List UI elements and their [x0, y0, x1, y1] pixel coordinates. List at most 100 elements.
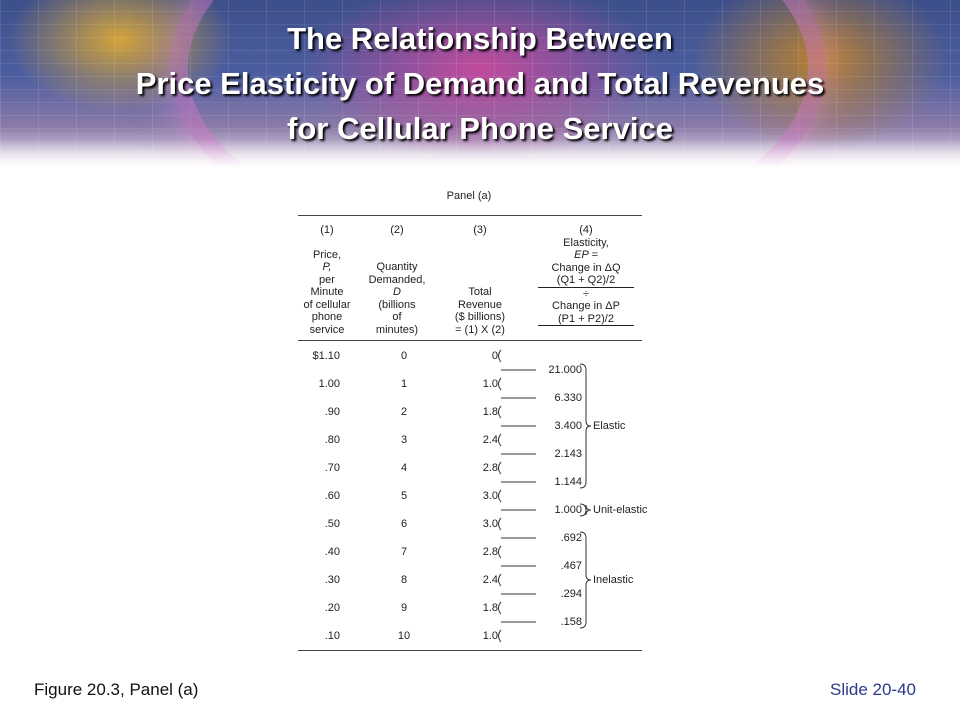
panel-label: Panel (a): [446, 190, 492, 202]
group-brace: [579, 363, 592, 489]
header-line: Price,: [312, 248, 342, 261]
cell-elasticity: 2.143: [554, 448, 582, 460]
cell-quantity: 8: [400, 574, 408, 586]
table-bottom-rule: [298, 650, 642, 651]
header-line: of: [392, 311, 402, 323]
group-brace: [579, 503, 592, 517]
header-line: per: [319, 273, 335, 286]
header-line: P,: [322, 261, 332, 273]
column-header-price: (1) Price, P, per Minute of cellular pho…: [296, 224, 358, 336]
cell-elasticity: 6.330: [554, 392, 582, 404]
formula-denominator-bottom: (P1 + P2)/2: [538, 313, 634, 326]
header-line: service: [309, 323, 345, 336]
column-header-revenue: (3) Total Revenue ($ billions) = (1) X (…: [454, 224, 506, 336]
cell-revenue: 3.0: [482, 518, 498, 530]
formula-numerator-top: Change in ΔQ: [551, 261, 621, 274]
cell-price: .70: [324, 462, 340, 474]
cell-quantity: 4: [400, 462, 408, 474]
cell-revenue: 2.8: [482, 462, 498, 474]
header-line: phone: [311, 311, 343, 323]
cell-revenue: 2.8: [482, 546, 498, 558]
cell-price: 1.00: [318, 378, 340, 390]
cell-elasticity: 1.144: [554, 476, 582, 488]
title-banner: [0, 0, 960, 168]
cell-revenue: 0: [491, 350, 498, 362]
header-line: Total: [468, 286, 492, 298]
cell-elasticity: .158: [560, 616, 582, 628]
cell-revenue: 1.0: [482, 630, 498, 642]
formula-denominator-top: Change in ΔP: [552, 300, 620, 312]
title-line-1: The Relationship Between: [287, 21, 673, 56]
column-number: (2): [390, 224, 404, 236]
group-label: Unit-elastic: [593, 504, 648, 516]
column-number: (1): [320, 224, 334, 236]
header-line: Quantity: [376, 261, 418, 273]
cell-quantity: 2: [400, 406, 408, 418]
cell-price: $1.10: [312, 350, 340, 362]
cell-elasticity: 1.000: [554, 504, 582, 516]
header-line: minutes): [375, 323, 419, 336]
row-brace: [498, 489, 502, 503]
cell-price: .20: [324, 602, 340, 614]
banner-fade: [0, 140, 960, 168]
cell-quantity: 9: [400, 602, 408, 614]
cell-price: .30: [324, 574, 340, 586]
cell-quantity: 7: [400, 546, 408, 558]
cell-price: .50: [324, 518, 340, 530]
slide-number: Slide 20-40: [829, 680, 916, 699]
slide-title: The Relationship Between Price Elasticit…: [0, 16, 960, 151]
header-line: of cellular: [303, 298, 351, 311]
header-line: Revenue: [457, 298, 503, 311]
header-line: = (1) X (2): [455, 323, 505, 336]
group-brace: [579, 531, 592, 629]
column-number: (4): [579, 224, 593, 236]
row-brace: [498, 405, 502, 419]
cell-revenue: 1.8: [482, 406, 498, 418]
formula-numerator-bottom: (Q1 + Q2)/2: [538, 274, 634, 288]
row-brace: [498, 601, 502, 615]
title-line-2: Price Elasticity of Demand and Total Rev…: [135, 66, 825, 101]
cell-elasticity: .467: [560, 560, 582, 572]
header-line: Minute: [310, 286, 344, 298]
formula-divide-sign: ÷: [582, 287, 590, 300]
cell-price: .40: [324, 546, 340, 558]
cell-revenue: 1.0: [482, 378, 498, 390]
cell-price: .10: [324, 630, 340, 642]
group-label: Inelastic: [593, 574, 634, 586]
cell-quantity: 5: [400, 490, 408, 502]
cell-elasticity: .692: [560, 532, 582, 544]
row-brace: [498, 517, 502, 531]
header-line: (billions: [378, 298, 416, 311]
row-brace: [498, 461, 502, 475]
header-line: ($ billions): [454, 311, 506, 323]
cell-price: .90: [324, 406, 340, 418]
cell-quantity: 1: [400, 378, 408, 390]
cell-elasticity: .294: [560, 588, 582, 600]
header-line: Elasticity,: [563, 236, 609, 249]
column-header-quantity: (2) Quantity Demanded, D (billions of mi…: [366, 224, 428, 336]
header-line: D: [393, 286, 401, 298]
cell-price: .60: [324, 490, 340, 502]
column-header-elasticity: (4) Elasticity, EP = Change in ΔQ (Q1 + …: [532, 224, 640, 336]
cell-revenue: 3.0: [482, 490, 498, 502]
figure-caption: Figure 20.3, Panel (a): [34, 680, 199, 699]
cell-quantity: 10: [397, 630, 411, 642]
header-bottom-rule: [298, 340, 642, 341]
bracket-lines: [498, 349, 592, 643]
group-label: Elastic: [593, 420, 626, 432]
row-brace: [498, 629, 502, 643]
table-top-rule: [298, 215, 642, 216]
title-line-3: for Cellular Phone Service: [287, 111, 673, 146]
row-brace: [498, 433, 502, 447]
cell-quantity: 6: [400, 518, 408, 530]
row-brace: [498, 573, 502, 587]
cell-revenue: 2.4: [482, 574, 498, 586]
row-brace: [498, 349, 502, 363]
cell-quantity: 0: [400, 350, 408, 362]
cell-revenue: 1.8: [482, 602, 498, 614]
header-line: EP =: [574, 249, 598, 261]
header-line: Demanded,: [368, 273, 426, 286]
row-brace: [498, 377, 502, 391]
cell-revenue: 2.4: [482, 434, 498, 446]
elasticity-table: Panel (a) (1) Price, P, per Minute of ce…: [296, 188, 656, 658]
